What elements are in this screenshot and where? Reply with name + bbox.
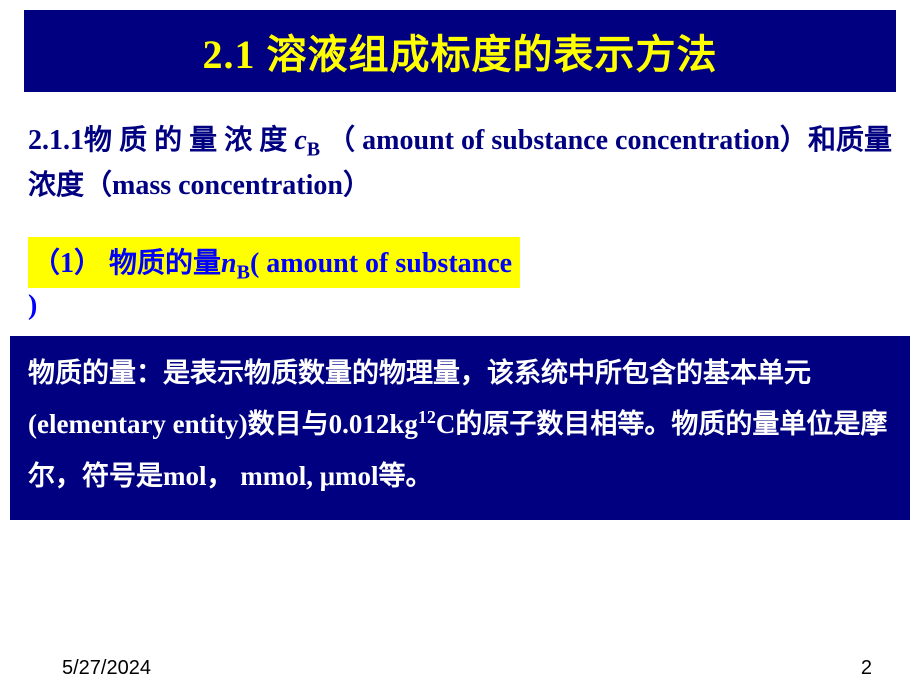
highlight-close-paren: ) (28, 288, 920, 322)
section-subheading: 2.1.1物 质 的 量 浓 度 cB （ amount of substanc… (0, 92, 920, 215)
slide-title-bar: 2.1 溶液组成标度的表示方法 (24, 10, 896, 92)
subheading-prefix: 2.1.1物 质 的 量 浓 度 (28, 125, 294, 156)
subheading-symbol-c: c (294, 125, 306, 156)
slide-footer: 5/27/2024 2 (0, 657, 920, 680)
highlight-prefix: （1） 物质的量 (32, 248, 221, 279)
subheading-symbol-sub: B (307, 139, 320, 161)
highlight-rest: ( amount of substance (250, 248, 512, 279)
footer-page-number: 2 (861, 657, 872, 680)
highlight-symbol-sub: B (237, 261, 250, 283)
slide-title: 2.1 溶液组成标度的表示方法 (203, 32, 718, 77)
footer-date: 5/27/2024 (62, 657, 151, 680)
highlight-block: （1） 物质的量nB( amount of substance ) (28, 237, 920, 323)
highlight-symbol-n: n (221, 248, 237, 279)
definition-superscript: 12 (418, 407, 436, 427)
definition-box: 物质的量：是表示物质数量的物理量，该系统中所包含的基本单元(elementary… (10, 336, 910, 520)
highlight-line: （1） 物质的量nB( amount of substance (28, 237, 520, 289)
